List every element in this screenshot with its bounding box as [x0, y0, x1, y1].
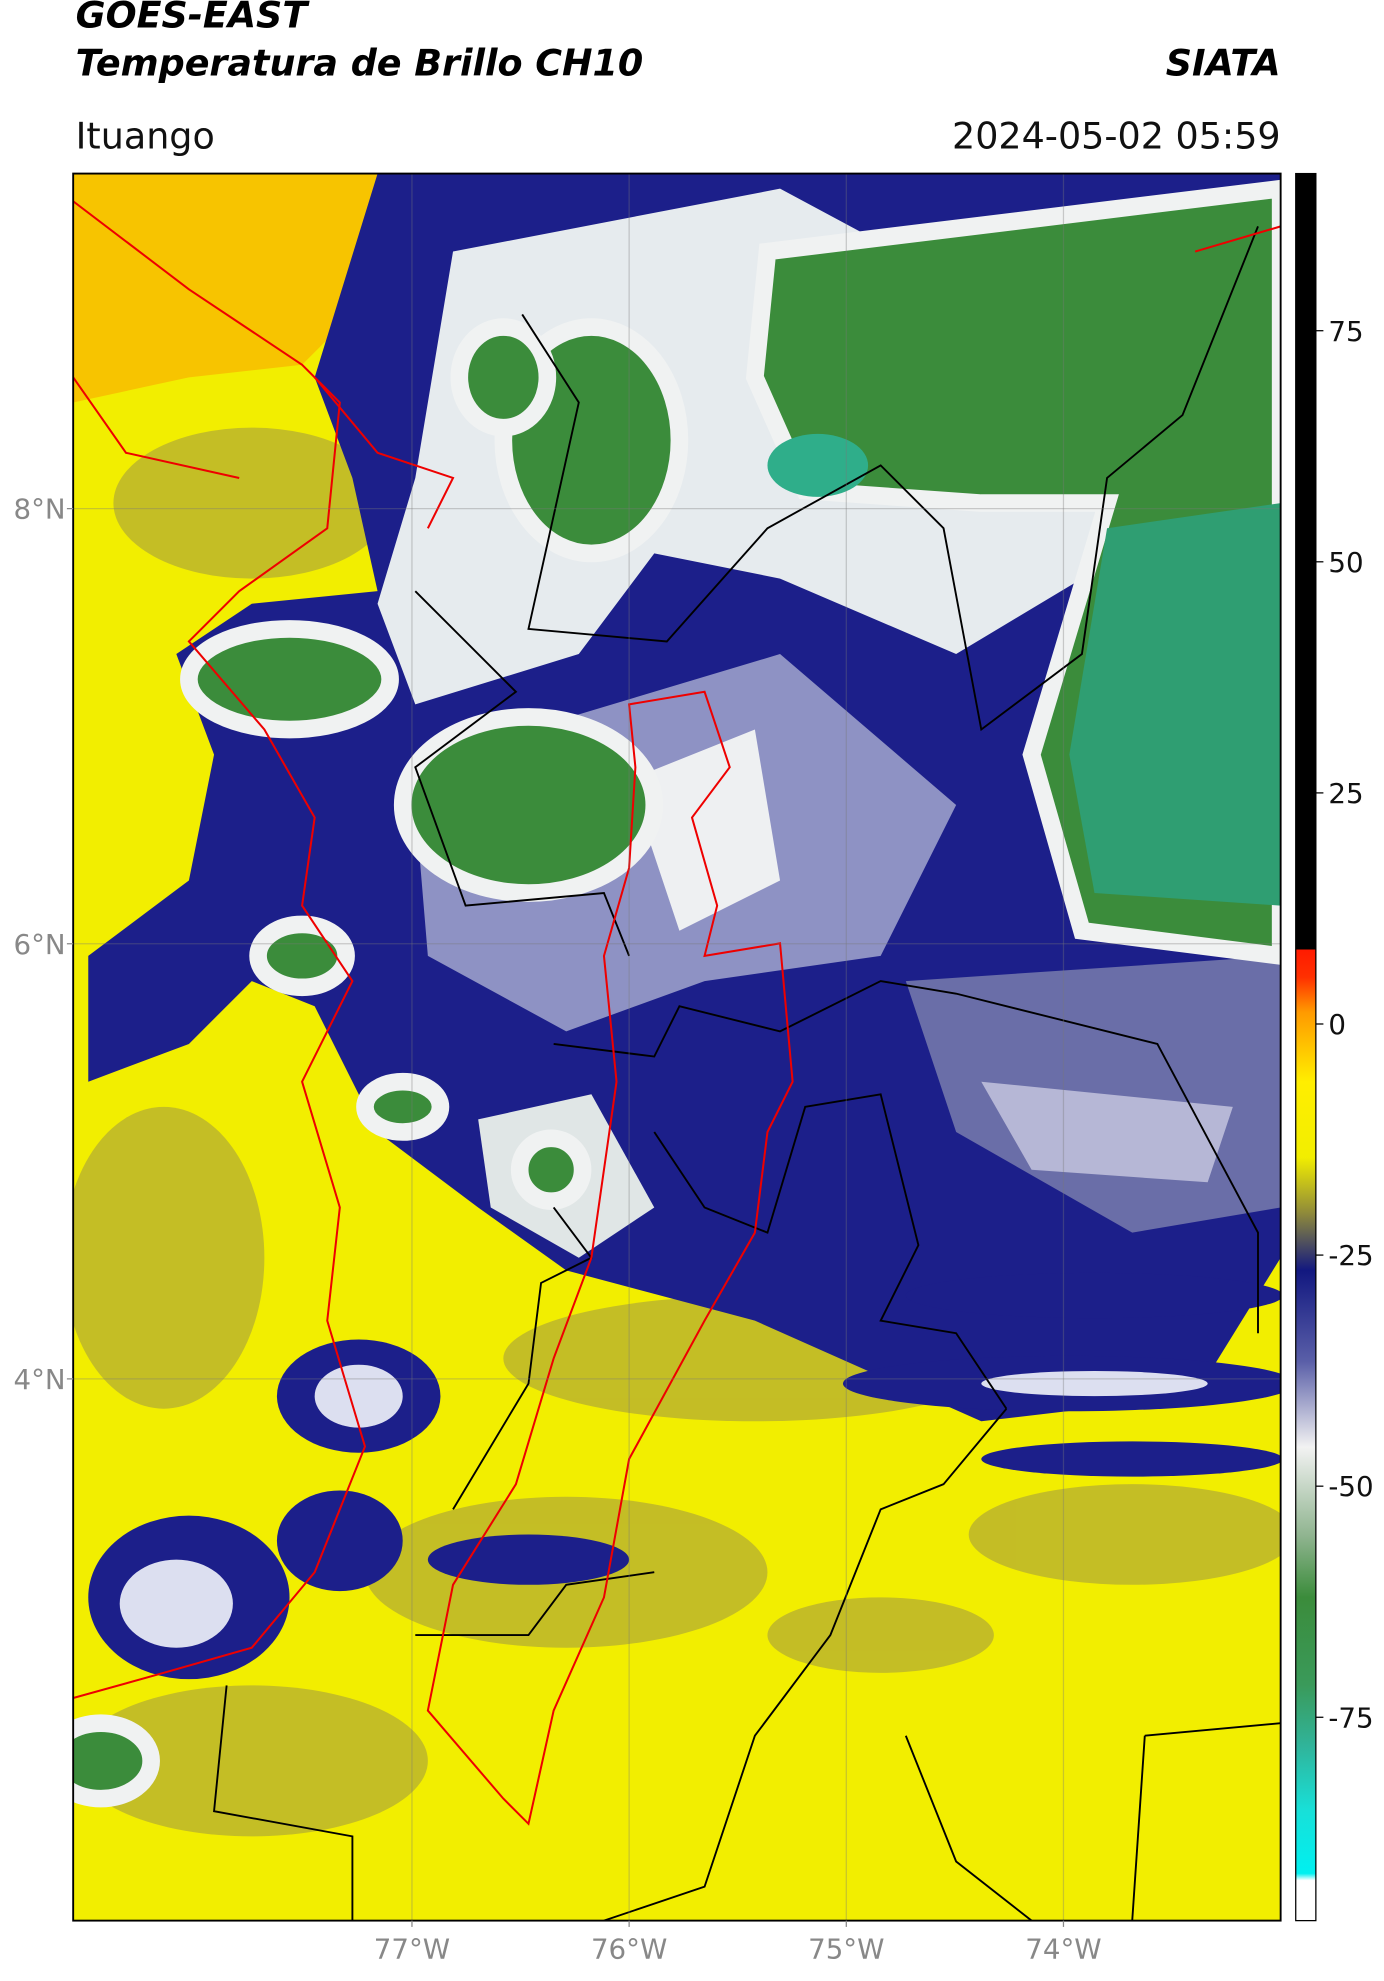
map-image [1194, 225, 1281, 253]
source: SIATA [1166, 41, 1281, 84]
colorbar-tick-label: -25 [1328, 1239, 1373, 1272]
map-image [119, 1559, 233, 1648]
location: Ituango [76, 114, 215, 157]
lat-tick-label: 8°N [14, 493, 66, 526]
map-image [73, 376, 455, 529]
colorbar-tick-label: 75 [1328, 315, 1363, 348]
map-image [73, 173, 1281, 1921]
map-image [603, 1408, 1008, 1921]
map-image [521, 226, 1259, 732]
lon-tick-label: 76°W [591, 1932, 667, 1965]
map-image [904, 1722, 1281, 1921]
map-image [393, 708, 664, 902]
lat-tick-label: 4°N [14, 1363, 66, 1396]
map-image [75, 1685, 428, 1837]
map-image [767, 1597, 994, 1673]
map-image [180, 620, 399, 739]
map-image [905, 1272, 1281, 1319]
colorbar [1295, 172, 1317, 1922]
grid [73, 173, 1281, 1921]
map-image [73, 200, 367, 1699]
map-image [510, 1129, 592, 1210]
map-image [314, 1364, 403, 1428]
map-image [1069, 503, 1281, 906]
colorbar-tick-label: 50 [1328, 546, 1363, 579]
map-image [249, 915, 355, 997]
colorbar-tick-label: 25 [1328, 777, 1363, 810]
lon-tick-label: 74°W [1025, 1932, 1101, 1965]
map-image [981, 1081, 1233, 1183]
lon-tick-label: 75°W [808, 1932, 884, 1965]
map-image [73, 1106, 265, 1409]
lat-tick-label: 6°N [14, 928, 66, 961]
subtitle: Temperatura de Brillo CH10 [76, 41, 644, 84]
datetime: 2024-05-02 05:59 [952, 114, 1281, 157]
map-image [414, 590, 630, 957]
map-image [213, 1571, 655, 1921]
title: GOES-EAST [76, 0, 311, 37]
map-image [356, 1072, 450, 1141]
map-image [968, 1484, 1281, 1585]
map-image [73, 1714, 160, 1808]
map-image [450, 318, 557, 437]
map-image [629, 729, 781, 931]
map-image [981, 1370, 1208, 1397]
colorbar-tick-label: 0 [1328, 1008, 1346, 1041]
lon-tick-label: 77°W [374, 1932, 450, 1965]
colorbar-tick-label: -75 [1328, 1701, 1373, 1734]
map-image [452, 1206, 593, 1510]
map-image [653, 1093, 1008, 1410]
map-image [276, 1490, 403, 1592]
map-image [426, 690, 794, 1826]
map-image [553, 980, 1259, 1334]
map-image [119, 1364, 1208, 1648]
map-image [213, 226, 1281, 1921]
colorbar-tick-label: -50 [1328, 1470, 1373, 1503]
map-image [767, 433, 869, 497]
map-image [981, 1441, 1281, 1477]
map-frame [72, 172, 1282, 1922]
map-image [73, 200, 1281, 1826]
map-image [427, 1534, 630, 1585]
